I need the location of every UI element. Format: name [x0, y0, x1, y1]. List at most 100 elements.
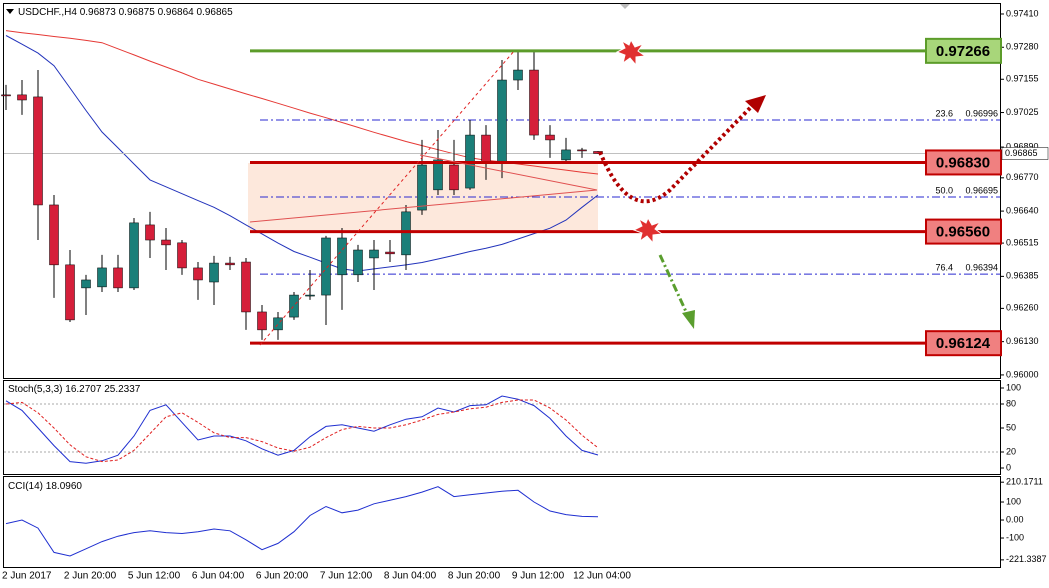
y-tick-label: 0.96130: [1006, 336, 1039, 346]
candle-body: [49, 204, 59, 266]
y-tick-label: 0.96000: [1006, 369, 1039, 379]
price-box: [1001, 147, 1049, 160]
symbol: USDCHF.,H4: [18, 7, 77, 18]
cci-header: CCI(14) 18.0960: [8, 481, 82, 492]
candle-body: [145, 224, 155, 241]
candle-body: [385, 251, 395, 255]
main-value: 16.2707: [65, 384, 102, 395]
fib-ratio: 50.0: [935, 185, 953, 195]
x-tick-label: 9 Jun 12:00: [512, 571, 565, 582]
triangle-line: [419, 154, 598, 191]
arrow-head: [682, 310, 695, 329]
cci-value: 18.0960: [46, 481, 83, 492]
candle-body: [65, 264, 75, 321]
indicator-name: CCI(14): [8, 481, 43, 492]
indicator-line: [5, 486, 599, 557]
shift-marker: [620, 4, 630, 9]
breakout-icon: [615, 38, 647, 67]
candle-body: [97, 267, 107, 288]
fib-price: 0.96394: [965, 262, 998, 272]
y-tick-label: 0.00: [1006, 514, 1024, 524]
candle-body: [33, 96, 43, 206]
fib-ratio: 76.4: [935, 262, 953, 272]
candle-body: [321, 237, 331, 296]
candle-body: [497, 79, 507, 163]
x-tick-label: 8 Jun 04:00: [384, 571, 437, 582]
candle-body: [577, 149, 587, 152]
moving-average: [5, 35, 599, 272]
level-label: 0.97266: [936, 43, 990, 60]
candle-body: [273, 317, 283, 331]
candle-body: [513, 69, 523, 81]
y-tick-label: 50: [1006, 422, 1016, 432]
bearish-arrow: [658, 254, 690, 317]
y-tick-label: 20: [1006, 446, 1016, 456]
fib-trendline: [259, 49, 516, 346]
stoch-panel: [3, 380, 1001, 475]
triangle-line: [249, 189, 598, 223]
y-tick-label: 100: [1006, 496, 1021, 506]
cci-panel: [3, 476, 1001, 568]
candle-body: [369, 249, 379, 259]
y-tick-label: 0.96640: [1006, 205, 1039, 215]
candle-body: [529, 69, 539, 136]
signal-value: 25.2337: [104, 384, 141, 395]
open-value: 0.96873: [80, 7, 117, 18]
x-tick-label: 2 Jun 2017: [2, 571, 52, 582]
x-tick-label: 12 Jun 04:00: [573, 571, 631, 582]
y-tick-label: 0.97280: [1006, 42, 1039, 52]
candle-body: [401, 211, 411, 256]
marks-layer: [1, 13, 1004, 561]
candle-body: [129, 222, 139, 289]
y-tick-label: 100: [1006, 382, 1021, 392]
close-value: 0.96865: [197, 7, 234, 18]
stoch-header: Stoch(5,3,3) 16.2707 25.2337: [8, 384, 141, 395]
y-tick-label: 0.97155: [1006, 74, 1039, 84]
candle-body: [353, 249, 363, 276]
y-tick-label: 0.96260: [1006, 303, 1039, 313]
annotations: [6, 4, 766, 346]
menu-icon: [6, 9, 14, 14]
candle-body: [177, 242, 187, 269]
candle-body: [593, 151, 603, 154]
fib-ratio: 23.6: [935, 108, 953, 118]
x-tick-label: 5 Jun 12:00: [128, 571, 181, 582]
y-tick-label: -221.3387: [1006, 554, 1047, 564]
candle-body: [17, 94, 27, 101]
x-tick-label: 6 Jun 04:00: [192, 571, 245, 582]
candle-body: [305, 294, 315, 297]
level-label: 0.96830: [936, 154, 990, 171]
candle-body: [1, 94, 11, 97]
symbol-header: USDCHF.,H4 0.96873 0.96875 0.96864 0.968…: [18, 7, 233, 18]
y-tick-label: 0.97410: [1006, 8, 1039, 18]
candle-body: [545, 134, 555, 141]
candle-body: [81, 279, 91, 289]
candle-body: [113, 267, 123, 289]
level-box: [925, 330, 1002, 357]
candle-body: [209, 262, 219, 283]
y-tick-label: 210.1711: [1006, 477, 1043, 487]
candle-body: [257, 311, 267, 331]
indicator-line: [5, 395, 599, 464]
y-tick-label: 0.96385: [1006, 271, 1039, 281]
current-price: 0.96865: [1005, 148, 1038, 158]
fib-price: 0.96996: [965, 108, 998, 118]
y-tick-label: 0.97025: [1006, 107, 1039, 117]
high-value: 0.96875: [119, 7, 156, 18]
y-tick-label: 0.96515: [1006, 237, 1039, 247]
breakout-icon: [632, 216, 664, 245]
candle-body: [161, 239, 171, 246]
candle-body: [289, 294, 299, 318]
y-tick-label: 80: [1006, 398, 1016, 408]
level-box: [925, 218, 1002, 245]
y-tick-label: -100: [1006, 532, 1024, 542]
candle-body: [241, 261, 251, 313]
fib-price: 0.96695: [965, 185, 998, 195]
y-tick-label: 0.96770: [1006, 172, 1039, 182]
candle-body: [449, 164, 459, 191]
low-value: 0.96864: [158, 7, 195, 18]
x-tick-label: 8 Jun 20:00: [448, 571, 501, 582]
